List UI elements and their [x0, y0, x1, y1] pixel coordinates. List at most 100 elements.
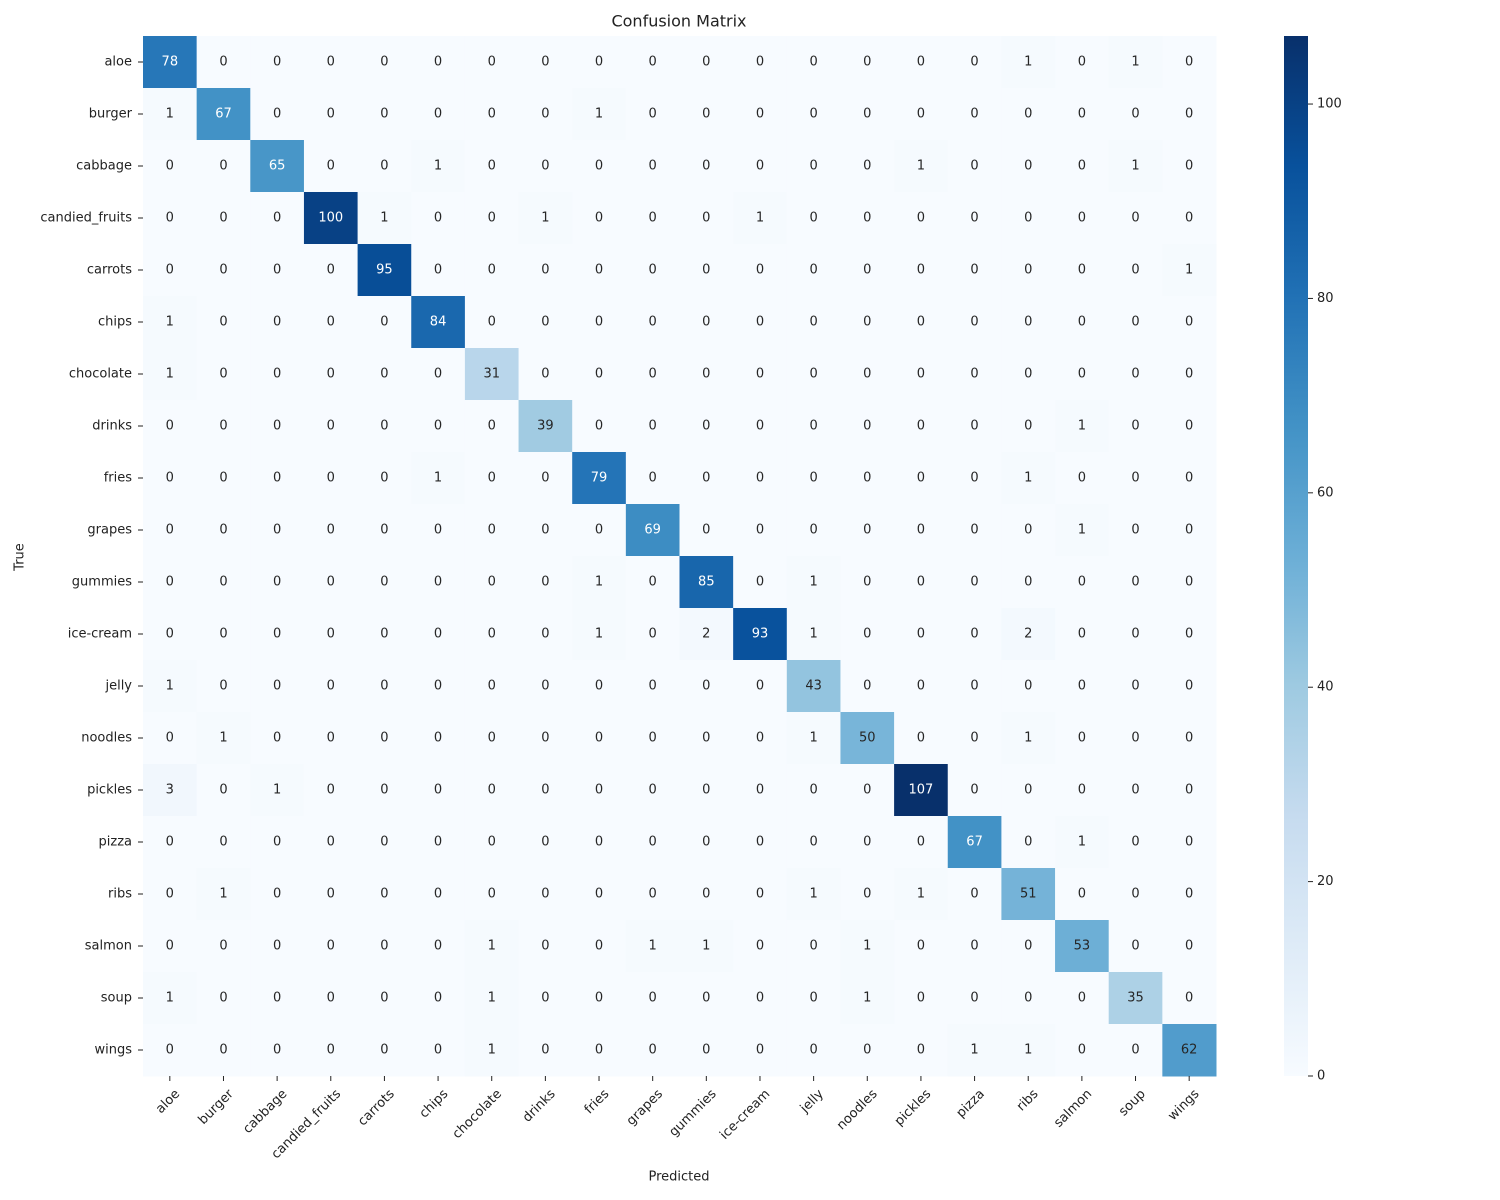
cell-label: 0	[1185, 835, 1193, 850]
heatmap-cell	[518, 88, 573, 141]
heatmap-cell	[947, 816, 1002, 869]
heatmap-cell	[196, 36, 251, 89]
cell-label: 0	[380, 939, 388, 954]
cell-label: 0	[1024, 939, 1032, 954]
cell-label: 0	[917, 367, 925, 382]
cell-label: 0	[1131, 471, 1139, 486]
x-tick-label: gummies	[666, 1087, 719, 1140]
cell-label: 0	[327, 783, 335, 798]
cell-label: 39	[537, 419, 554, 434]
heatmap-cell	[786, 920, 841, 973]
cell-label: 0	[1131, 835, 1139, 850]
cell-label: 0	[380, 107, 388, 122]
cell-label: 1	[595, 107, 603, 122]
heatmap-cell	[1001, 452, 1056, 505]
heatmap-cell	[786, 348, 841, 401]
cell-label: 0	[809, 55, 817, 70]
heatmap-cell	[733, 972, 788, 1025]
heatmap-cell	[1055, 920, 1110, 973]
heatmap-cell	[894, 764, 949, 817]
heatmap-cell	[143, 140, 198, 193]
heatmap-cell	[1055, 348, 1110, 401]
cell-label: 0	[166, 1043, 174, 1058]
cell-label: 0	[649, 1043, 657, 1058]
cell-label: 0	[488, 523, 496, 538]
heatmap-cell	[1001, 712, 1056, 765]
cell-label: 0	[649, 991, 657, 1006]
cell-label: 0	[1078, 1043, 1086, 1058]
heatmap-cell	[196, 452, 251, 505]
heatmap-cell	[518, 764, 573, 817]
heatmap-cell	[464, 920, 520, 973]
cell-label: 0	[273, 367, 281, 382]
cell-label: 0	[595, 211, 603, 226]
cell-label: 0	[541, 679, 549, 694]
heatmap-cell	[1162, 296, 1217, 349]
cell-label: 0	[595, 263, 603, 278]
heatmap-cell	[679, 816, 734, 869]
cell-label: 0	[595, 731, 603, 746]
heatmap-cell	[840, 608, 895, 661]
cell-label: 0	[1078, 783, 1086, 798]
heatmap-cell	[733, 868, 788, 921]
cell-label: 0	[809, 1043, 817, 1058]
cell-label: 0	[541, 367, 549, 382]
cell-label: 1	[1131, 55, 1139, 70]
heatmap-cell	[250, 816, 305, 869]
cell-label: 0	[1185, 159, 1193, 174]
heatmap-cell	[894, 244, 949, 297]
cell-label: 0	[809, 939, 817, 954]
cell-label: 1	[541, 211, 549, 226]
heatmap-cell	[250, 920, 305, 973]
heatmap-cell	[947, 36, 1002, 89]
cell-label: 0	[1131, 731, 1139, 746]
cell-label: 93	[752, 627, 769, 642]
heatmap-cell	[250, 36, 305, 89]
heatmap-cell	[786, 972, 841, 1025]
cell-label: 1	[380, 211, 388, 226]
x-tick-label: carrots	[355, 1087, 398, 1130]
heatmap-cell	[625, 504, 680, 557]
heatmap-cell	[625, 296, 680, 349]
heatmap-cell	[1055, 36, 1110, 89]
cell-label: 0	[434, 419, 442, 434]
heatmap-cell	[518, 712, 573, 765]
heatmap-cell	[1108, 36, 1163, 89]
cell-label: 0	[541, 315, 549, 330]
cell-label: 1	[1024, 471, 1032, 486]
heatmap-cell	[733, 764, 788, 817]
cell-label: 0	[166, 835, 174, 850]
cell-label: 0	[1024, 315, 1032, 330]
heatmap-cell	[250, 296, 305, 349]
heatmap-cell	[1001, 556, 1056, 609]
heatmap-cell	[196, 868, 251, 921]
heatmap-cell	[733, 712, 788, 765]
heatmap-cell	[786, 296, 841, 349]
heatmap-cell	[357, 608, 412, 661]
cell-label: 0	[917, 627, 925, 642]
cell-label: 95	[376, 263, 393, 278]
heatmap-cell	[357, 348, 412, 401]
heatmap-cell	[1001, 400, 1056, 453]
x-tick-label: noodles	[834, 1087, 881, 1134]
heatmap-cell	[1055, 660, 1110, 713]
cell-label: 0	[1185, 939, 1193, 954]
heatmap-cell	[143, 920, 198, 973]
heatmap-cell	[840, 400, 895, 453]
cell-label: 0	[380, 731, 388, 746]
cell-label: 0	[702, 419, 710, 434]
cell-label: 0	[327, 991, 335, 1006]
cell-label: 0	[273, 263, 281, 278]
heatmap-cell	[625, 140, 680, 193]
cell-label: 0	[434, 107, 442, 122]
cell-label: 0	[756, 679, 764, 694]
cell-label: 0	[541, 1043, 549, 1058]
cell-label: 78	[162, 55, 179, 70]
cell-label: 0	[863, 679, 871, 694]
cell-label: 0	[1185, 211, 1193, 226]
cell-label: 0	[434, 679, 442, 694]
heatmap-cell	[357, 764, 412, 817]
cell-label: 0	[166, 939, 174, 954]
heatmap-cell	[947, 348, 1002, 401]
cell-label: 69	[644, 523, 661, 538]
